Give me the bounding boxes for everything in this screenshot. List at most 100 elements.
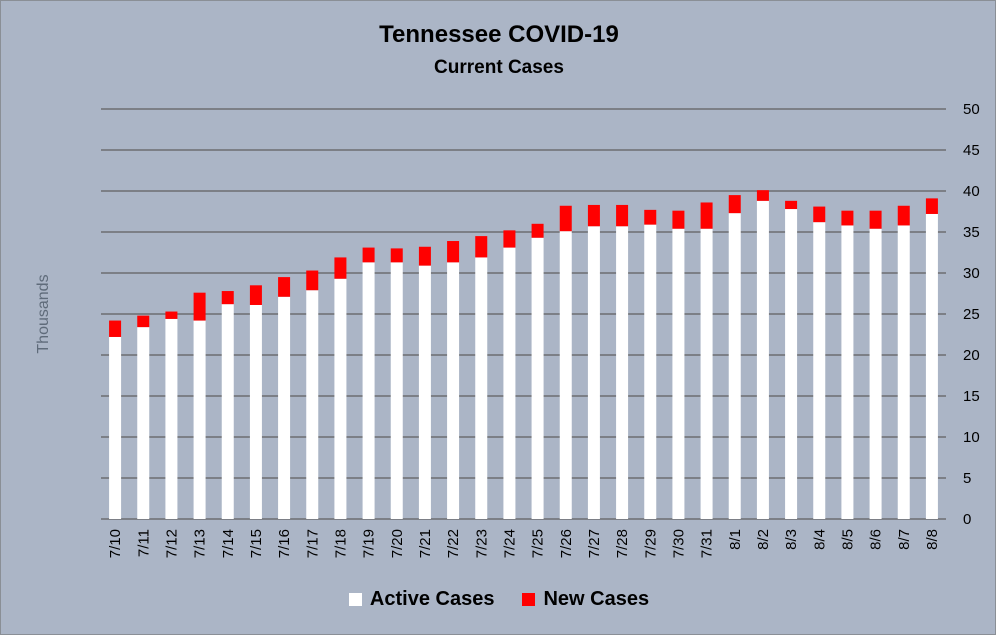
- bar-new-cases: [869, 210, 882, 229]
- x-tick-label: 8/2: [755, 529, 772, 550]
- x-tick-label: 7/14: [220, 529, 237, 558]
- bar-new-cases: [278, 277, 291, 297]
- bar-new-cases: [559, 205, 572, 232]
- bar-active-cases: [531, 237, 544, 520]
- bar-active-cases: [193, 320, 206, 519]
- bar-new-cases: [700, 202, 713, 229]
- legend-item-new: New Cases: [522, 588, 649, 611]
- bar-new-cases: [841, 210, 854, 226]
- bar-new-cases: [644, 209, 657, 225]
- y-tick-label: 50: [963, 101, 980, 118]
- x-tick-label: 7/17: [304, 529, 321, 558]
- bar-active-cases: [925, 213, 938, 519]
- x-tick-label: 7/31: [699, 529, 716, 558]
- bar-new-cases: [756, 190, 769, 201]
- bar-active-cases: [306, 290, 319, 519]
- x-tick-label: 7/13: [192, 529, 209, 558]
- bar-new-cases: [109, 320, 122, 337]
- x-tick-label: 7/30: [670, 529, 687, 558]
- y-tick-label: 40: [963, 183, 980, 200]
- bar-new-cases: [616, 204, 629, 227]
- bar-active-cases: [334, 278, 347, 519]
- x-tick-label: 7/29: [642, 529, 659, 558]
- y-axis-ticks: 0 5 10 15 20 25 30 35 40 45 50: [963, 101, 980, 528]
- x-tick-label: 7/15: [248, 529, 265, 558]
- legend-swatch-active: [348, 593, 362, 606]
- bar-new-cases: [390, 248, 403, 263]
- bar-new-cases: [165, 311, 178, 319]
- bar-new-cases: [785, 200, 798, 210]
- x-tick-label: 7/16: [276, 529, 293, 558]
- bar-active-cases: [221, 304, 234, 519]
- bar-new-cases: [897, 205, 910, 226]
- x-tick-label: 7/21: [417, 529, 434, 558]
- x-axis-ticks: 7/10 7/11 7/12 7/13 7/14 7/15 7/16 7/17 7/18 7/19…: [107, 529, 941, 558]
- x-tick-label: 8/4: [811, 529, 828, 550]
- y-tick-label: 20: [963, 347, 980, 364]
- bar-active-cases: [249, 304, 262, 519]
- bar-new-cases: [813, 206, 826, 223]
- y-tick-label: 0: [963, 511, 971, 528]
- x-tick-label: 7/28: [614, 529, 631, 558]
- y-tick-label: 5: [963, 470, 971, 487]
- bar-new-cases: [925, 198, 938, 214]
- legend-swatch-new: [522, 593, 536, 606]
- x-tick-label: 7/11: [135, 529, 152, 557]
- bar-new-cases: [362, 247, 375, 263]
- bar-active-cases: [728, 213, 741, 519]
- bar-active-cases: [756, 200, 769, 519]
- bar-active-cases: [841, 225, 854, 519]
- bar-new-cases: [475, 236, 488, 258]
- x-tick-label: 7/19: [361, 529, 378, 558]
- bar-new-cases: [137, 315, 150, 328]
- bar-new-cases: [672, 210, 685, 229]
- bar-new-cases: [221, 291, 234, 305]
- bar-new-cases: [334, 257, 347, 279]
- x-tick-label: 8/1: [727, 529, 744, 550]
- bar-active-cases: [362, 262, 375, 519]
- legend-label-new: New Cases: [543, 588, 650, 610]
- x-tick-label: 7/26: [558, 529, 575, 558]
- x-tick-label: 8/8: [924, 529, 941, 550]
- legend-label-active: Active Cases: [369, 588, 495, 610]
- bars: [109, 190, 938, 520]
- bar-active-cases: [165, 318, 178, 519]
- chart-subtitle: Current Cases: [434, 57, 564, 78]
- x-tick-label: 7/18: [332, 529, 349, 558]
- x-tick-label: 7/22: [445, 529, 462, 558]
- y-tick-label: 15: [963, 388, 980, 405]
- chart-title: Tennessee COVID-19: [379, 21, 619, 48]
- bar-new-cases: [193, 292, 206, 321]
- bar-active-cases: [475, 257, 488, 519]
- gridlines: [101, 108, 946, 520]
- bar-active-cases: [644, 224, 657, 519]
- y-tick-label: 45: [963, 142, 980, 159]
- x-tick-label: 8/5: [839, 529, 856, 550]
- bar-new-cases: [587, 204, 600, 227]
- x-tick-label: 8/7: [896, 529, 913, 550]
- x-tick-label: 7/24: [501, 529, 518, 558]
- y-axis-label: Thousands: [35, 274, 52, 353]
- bar-active-cases: [785, 209, 798, 520]
- bar-active-cases: [869, 228, 882, 519]
- bar-new-cases: [418, 246, 431, 266]
- x-tick-label: 7/20: [389, 529, 406, 558]
- x-tick-label: 8/6: [868, 529, 885, 550]
- bar-active-cases: [278, 296, 291, 519]
- bar-active-cases: [418, 265, 431, 519]
- x-tick-label: 7/27: [586, 529, 603, 558]
- y-tick-label: 10: [963, 429, 980, 446]
- bar-new-cases: [249, 285, 262, 305]
- y-tick-label: 25: [963, 306, 980, 323]
- x-tick-label: 7/25: [530, 529, 547, 558]
- bar-active-cases: [447, 262, 460, 519]
- bar-active-cases: [813, 222, 826, 519]
- bar-active-cases: [672, 228, 685, 519]
- legend: Active Cases New Cases: [1, 588, 996, 611]
- bar-active-cases: [587, 226, 600, 519]
- x-tick-label: 8/3: [783, 529, 800, 550]
- bar-active-cases: [700, 228, 713, 519]
- bar-active-cases: [559, 231, 572, 519]
